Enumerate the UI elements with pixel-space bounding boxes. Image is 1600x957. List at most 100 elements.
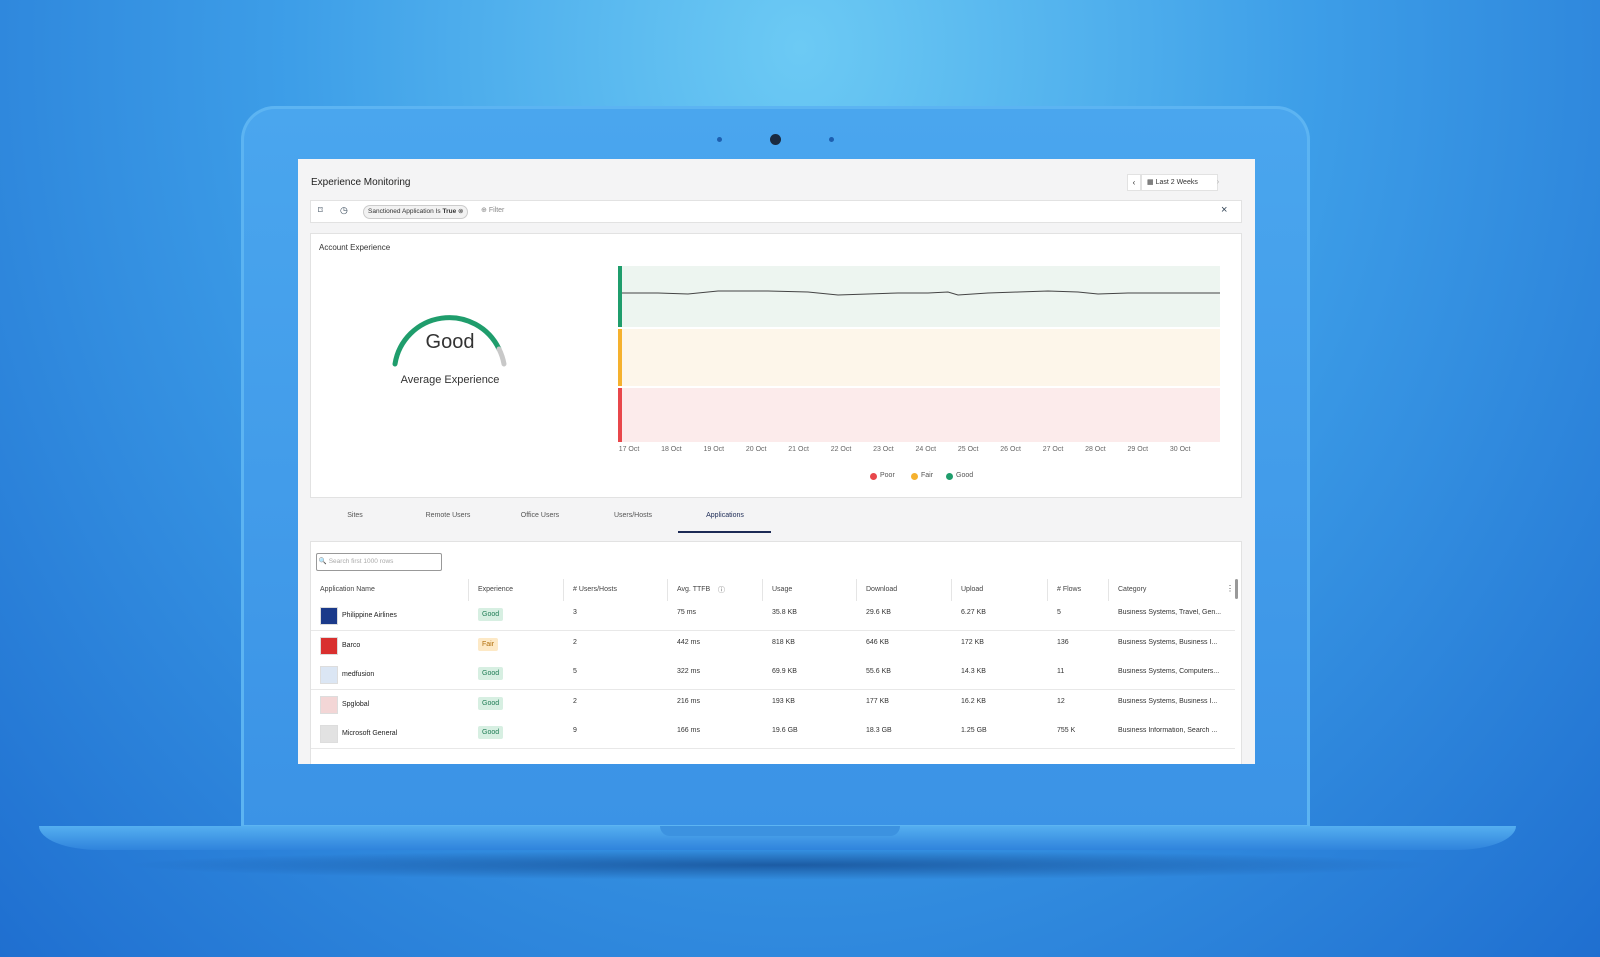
tab[interactable]: Users/Hosts [613, 512, 653, 519]
experience-badge: Good [478, 726, 504, 740]
table-row [311, 689, 1235, 720]
gauge-track [496, 346, 507, 367]
x-tick-label: 23 Oct [873, 446, 894, 453]
filter-bar: ⌑ ◷ Sanctioned Application Is True ⊗ ⊕ F… [310, 200, 1242, 223]
prev-button[interactable]: ‹ [1127, 174, 1141, 191]
app-icon [320, 636, 338, 655]
column-header: Category [1118, 586, 1147, 593]
tab[interactable]: Applications [706, 512, 744, 519]
table-row [311, 719, 1235, 750]
column-divider [762, 579, 763, 601]
app-icon [320, 695, 338, 714]
cell: Business Systems, Business I... [1118, 638, 1218, 646]
cell: 1.25 GB [961, 727, 987, 735]
filter-input[interactable]: ⊕ Filter [481, 207, 505, 214]
table-row [311, 630, 1235, 661]
scrollbar [1235, 579, 1238, 599]
cell: 19.6 GB [772, 727, 798, 735]
column-divider [667, 579, 668, 601]
next-button[interactable]: › [1216, 177, 1220, 186]
cell: Business Information, Search ... [1118, 727, 1218, 735]
good-band [620, 266, 1220, 327]
column-divider [856, 579, 857, 601]
cell: Business Systems, Business I... [1118, 697, 1218, 705]
column-header: Experience [478, 586, 514, 593]
cell: 166 ms [677, 727, 700, 735]
fair-marker [618, 329, 622, 386]
table-row [311, 660, 1235, 691]
experience-badge: Fair [478, 637, 499, 651]
cell: 3 [573, 609, 577, 616]
gauge-arc [392, 315, 502, 367]
clear-button[interactable]: × [1221, 204, 1228, 216]
tab-underline [678, 531, 771, 533]
tab[interactable]: Sites [347, 512, 363, 519]
column-header: Upload [961, 586, 984, 593]
x-tick-label: 17 Oct [618, 446, 640, 453]
good-marker [618, 266, 622, 327]
gauge-caption: Average Experience [400, 374, 500, 386]
x-tick-label: 20 Oct [745, 446, 767, 453]
legend-swatch [946, 473, 953, 480]
experience-badge: Good [478, 696, 504, 710]
x-tick-label: 28 Oct [1085, 446, 1106, 453]
experience-line [622, 290, 1220, 296]
cell: 69.9 KB [772, 668, 797, 676]
legend-swatch [911, 473, 918, 480]
search-box[interactable]: 🔍 Search first 1000 rows [316, 553, 442, 571]
cell: 11 [1057, 668, 1065, 676]
legend-label: Good [956, 472, 974, 479]
app-name: medfusion [342, 671, 375, 679]
cell: 6.27 KB [961, 609, 986, 616]
cell: 9 [573, 727, 577, 735]
cell: 29.6 KB [866, 609, 891, 616]
sensor [717, 137, 722, 142]
filter-placeholder: Filter [488, 207, 505, 214]
cell: 322 ms [677, 668, 700, 676]
info-icon: ⓘ [718, 587, 725, 594]
cell: 5 [573, 668, 577, 676]
column-header: Download [866, 586, 898, 593]
app-name: Spglobal [342, 700, 370, 708]
column-header: Application Name [320, 586, 375, 593]
filter-chip[interactable]: Sanctioned Application Is True ⊗ [363, 205, 469, 219]
legend-label: Poor [880, 472, 895, 479]
sensor [829, 137, 834, 142]
cell: 35.8 KB [772, 609, 797, 616]
x-tick-label: 18 Oct [661, 446, 682, 453]
cell: 646 KB [866, 638, 889, 646]
bookmark-icon[interactable]: ⌑ [318, 205, 323, 215]
tab-bar [310, 499, 1240, 542]
chip-value: True [442, 208, 457, 215]
experience-badge: Good [478, 608, 504, 621]
page-title: Experience Monitoring [311, 177, 411, 188]
date-range[interactable]: ▦ Last 2 Weeks [1141, 174, 1218, 191]
app-name: Barco [342, 641, 361, 649]
card-title: Account Experience [319, 243, 391, 252]
legend-label: Fair [921, 472, 934, 479]
cell: 5 [1057, 609, 1061, 616]
x-tick-label: 27 Oct [1042, 446, 1064, 453]
x-tick-label: 21 Oct [788, 446, 809, 453]
fair-band [620, 329, 1220, 386]
x-tick-label: 22 Oct [830, 446, 852, 453]
chip-label: Sanctioned Application Is [368, 208, 441, 215]
column-divider [951, 579, 952, 601]
cell: Business Systems, Travel, Gen... [1118, 609, 1222, 616]
shadow [120, 850, 1440, 880]
column-divider [468, 579, 469, 601]
tab[interactable]: Remote Users [425, 512, 471, 519]
app-icon [320, 725, 338, 744]
cell: 12 [1057, 697, 1065, 705]
cell: 136 [1057, 638, 1069, 646]
tab[interactable]: Office Users [520, 512, 560, 519]
poor-marker [618, 388, 622, 442]
history-icon[interactable]: ◷ [340, 205, 348, 215]
cell: Business Systems, Computers... [1118, 668, 1220, 676]
column-header: # Flows [1057, 586, 1082, 593]
app-name: Philippine Airlines [342, 612, 397, 619]
x-tick-label: 30 Oct [1169, 446, 1191, 453]
column-header: Usage [772, 586, 793, 593]
cell: 55.6 KB [866, 668, 891, 676]
